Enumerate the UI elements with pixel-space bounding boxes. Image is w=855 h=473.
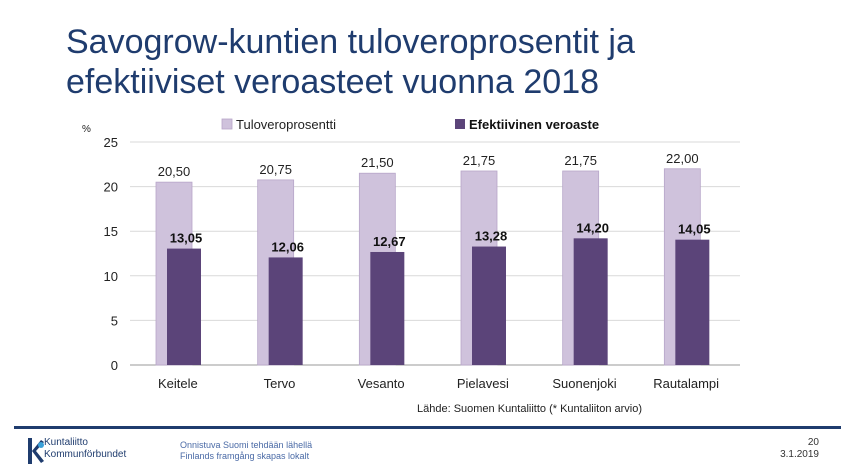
slide-date: 3.1.2019 xyxy=(780,449,819,460)
bar-efektiivinen-veroaste xyxy=(675,239,710,365)
footer-page-info: 20 3.1.2019 xyxy=(780,437,819,461)
y-tick-label: 15 xyxy=(104,224,118,239)
x-tick-label: Tervo xyxy=(264,376,296,391)
slide-title-line2: efektiiviset veroasteet vuonna 2018 xyxy=(66,63,600,101)
legend-swatch-tuloveroprosentti xyxy=(221,118,233,130)
footer-slogan-line2: Finlands framgång skapas lokalt xyxy=(180,451,310,461)
data-label-tuloveroprosentti: 21,75 xyxy=(564,153,597,168)
data-label-tuloveroprosentti: 20,75 xyxy=(259,162,292,177)
x-tick-label: Keitele xyxy=(158,376,198,391)
legend-label-tuloveroprosentti: Tuloveroprosentti xyxy=(236,117,336,132)
bar-efektiivinen-veroaste xyxy=(573,238,608,365)
legend-label-efektiivinen-veroaste: Efektiivinen veroaste xyxy=(469,117,599,132)
bar-efektiivinen-veroaste xyxy=(472,246,506,365)
bar-efektiivinen-veroaste xyxy=(167,248,201,365)
data-label-efektiivinen-veroaste: 13,05 xyxy=(170,231,203,246)
data-label-tuloveroprosentti: 21,50 xyxy=(361,155,394,170)
slide-title: Savogrow-kuntien tuloveroprosentit ja ef… xyxy=(66,22,826,102)
data-label-efektiivinen-veroaste: 14,05 xyxy=(678,222,711,237)
footer-logo-line1: Kuntaliitto xyxy=(44,437,88,448)
footer-logo-text: Kuntaliitto Kommunförbundet xyxy=(44,437,126,461)
x-tick-label: Suonenjoki xyxy=(552,376,616,391)
y-tick-label: 0 xyxy=(111,358,118,373)
y-tick-label: 25 xyxy=(104,135,118,150)
data-label-tuloveroprosentti: 22,00 xyxy=(666,151,699,166)
x-tick-label: Pielavesi xyxy=(457,376,509,391)
footer-slogan: Onnistuva Suomi tehdään lähellä Finlands… xyxy=(180,440,312,462)
kuntaliitto-logo xyxy=(28,438,44,464)
footer-slogan-line1: Onnistuva Suomi tehdään lähellä xyxy=(180,440,313,450)
data-label-tuloveroprosentti: 20,50 xyxy=(158,164,191,179)
footer-divider xyxy=(14,426,841,429)
data-label-tuloveroprosentti: 21,75 xyxy=(463,153,496,168)
y-tick-label: 20 xyxy=(104,180,118,195)
data-label-efektiivinen-veroaste: 12,67 xyxy=(373,234,406,249)
page-number: 20 xyxy=(807,437,819,448)
y-tick-label: 10 xyxy=(104,269,118,284)
y-axis-label: % xyxy=(82,124,91,135)
data-label-efektiivinen-veroaste: 12,06 xyxy=(271,239,304,254)
bar-efektiivinen-veroaste xyxy=(370,251,405,365)
footer-logo-line2: Kommunförbundet xyxy=(44,449,127,460)
legend-swatch-efektiivinen-veroaste xyxy=(455,119,465,129)
data-label-efektiivinen-veroaste: 13,28 xyxy=(475,229,508,244)
bar-efektiivinen-veroaste xyxy=(268,257,303,365)
x-tick-label: Rautalampi xyxy=(653,376,719,391)
x-tick-label: Vesanto xyxy=(358,376,405,391)
slide-title-line1: Savogrow-kuntien tuloveroprosentit ja xyxy=(66,23,635,61)
chart-source: Lähde: Suomen Kuntaliitto (* Kuntaliiton… xyxy=(417,403,643,415)
data-label-efektiivinen-veroaste: 14,20 xyxy=(576,220,609,235)
y-tick-label: 5 xyxy=(111,313,118,328)
